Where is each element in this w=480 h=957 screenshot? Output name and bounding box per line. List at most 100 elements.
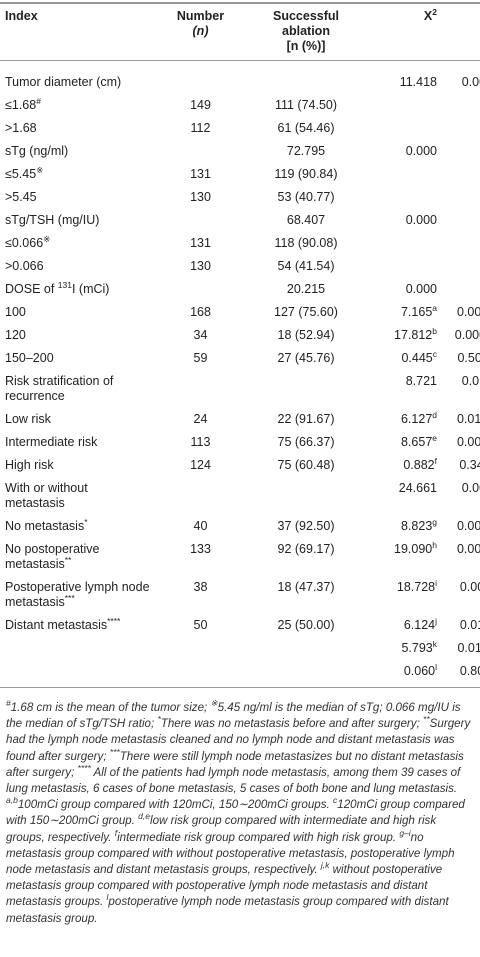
table-cell: Tumor diameter (cm) (0, 61, 154, 95)
table-cell: 38 (154, 576, 247, 614)
table-cell: 133 (154, 538, 247, 576)
header-cell: X2 (365, 3, 441, 61)
text: 0.003 (456, 435, 480, 449)
table-cell: 0.013j (441, 614, 480, 637)
text: 0.348 (459, 458, 480, 472)
text: 150–200 (5, 351, 54, 365)
table-cell: 6.127d (365, 408, 441, 431)
table-cell: Postoperative lymph node metastasis*** (0, 576, 154, 614)
superscript: ** (423, 714, 430, 725)
table-cell: 0.882f (365, 454, 441, 477)
data-table: Index Number (n) Successful ablation [n (%)] X… (0, 2, 480, 688)
superscript: d,e (138, 811, 150, 822)
table-cell: 34 (154, 324, 247, 347)
text: 5.793 (401, 641, 433, 655)
table-cell: 0.000b (441, 324, 480, 347)
text: 0.060 (403, 664, 436, 678)
table-cell: 0.000h (441, 538, 480, 576)
table-row: sTg/TSH (mg/IU) 68.407 0.000 (0, 209, 480, 232)
table-cell (154, 370, 247, 408)
text: 53 (40.77) (277, 190, 335, 204)
table-cell: Low risk (0, 408, 154, 431)
table-cell: 118 (90.08) (247, 232, 365, 255)
table-cell: 8.657e (365, 431, 441, 454)
text: 0.882 (403, 458, 435, 472)
text: 54 (41.54) (277, 259, 335, 273)
text: ≤0.066 (5, 236, 44, 250)
superscript: 131 (57, 279, 72, 290)
text: 0.001 (461, 75, 480, 89)
table-row: Intermediate risk 113 75 (66.37) 8.657e 0.00… (0, 431, 480, 454)
table-cell (441, 232, 480, 255)
table-cell: 0.000 (365, 209, 441, 232)
text: 68.407 (286, 213, 326, 227)
table-row: DOSE of 131I (mCi) 20.215 0.000 (0, 278, 480, 301)
text: 0.000b (454, 328, 480, 342)
table-cell: 19.090h (365, 538, 441, 576)
text: Surgery had the lymph node metastasis cl… (6, 717, 471, 763)
header-text: Number (176, 9, 225, 23)
table-cell: >0.066 (0, 255, 154, 278)
text: 0.013 (461, 374, 480, 388)
superscript: # (6, 698, 11, 709)
text: 75 (66.37) (277, 435, 335, 449)
superscript: f (114, 827, 118, 838)
table-cell: 131 (154, 163, 247, 186)
text: 168 (190, 305, 211, 319)
table-row: Tumor diameter (cm) 11.418 0.001 (0, 61, 480, 95)
text: 100mCi group compared with 120mCi, 150∼2… (17, 798, 333, 812)
text: 22 (91.67) (277, 412, 335, 426)
text: 127 (75.60) (274, 305, 338, 319)
text: 0.000 (459, 580, 480, 594)
text: 72.795 (286, 144, 326, 158)
table-cell: 0.013 (441, 370, 480, 408)
text: Intermediate risk (5, 435, 98, 449)
table-cell: 0.001 (441, 61, 480, 95)
text: DOSE of (5, 282, 58, 296)
text: 59 (193, 351, 208, 365)
table-cell: 7.165a (365, 301, 441, 324)
text: 38 (193, 580, 208, 594)
table-row: Postoperative lymph node metastasis*** 38… (0, 576, 480, 614)
superscript: e (432, 432, 437, 443)
table-cell: 0.003g (441, 515, 480, 538)
text: High risk (5, 458, 54, 472)
table-cell: >1.68 (0, 117, 154, 140)
text: 24 (193, 412, 208, 426)
text: 0.505 (457, 351, 480, 365)
text: no metastasis group compared with withou… (6, 830, 455, 877)
text: Distant metastasis (5, 618, 108, 632)
superscript: h (432, 539, 437, 550)
superscript: c (432, 348, 437, 359)
table-cell: 127 (75.60) (247, 301, 365, 324)
table-cell (365, 255, 441, 278)
text: intermediate risk group compared with hi… (117, 830, 400, 844)
table-cell: 17.812b (365, 324, 441, 347)
superscript: l (435, 661, 437, 672)
text: There was no metastasis before and after… (160, 717, 424, 731)
table-cell: 0.445c (365, 347, 441, 370)
table-cell: 53 (40.77) (247, 186, 365, 209)
text: 0.003 (456, 519, 480, 533)
text: 1.68 cm is the mean of the tumor size; (10, 701, 211, 714)
table-cell (441, 209, 480, 232)
table-cell: Risk stratification of recurrence (0, 370, 154, 408)
text: low risk group compared with intermediat… (6, 814, 437, 844)
text: X (423, 9, 433, 23)
header-text: Index (5, 9, 38, 23)
table-cell (154, 477, 247, 515)
text: Postoperative lymph node metastasis (5, 580, 150, 609)
table-cell (365, 232, 441, 255)
table-cell (441, 186, 480, 209)
header-text: ablation (282, 24, 330, 38)
table-cell: 119 (90.84) (247, 163, 365, 186)
table-cell: 0.060l (365, 660, 441, 688)
superscript: 2 (432, 6, 437, 17)
table-cell (365, 163, 441, 186)
text: 20.215 (286, 282, 326, 296)
text: Low risk (5, 412, 51, 426)
